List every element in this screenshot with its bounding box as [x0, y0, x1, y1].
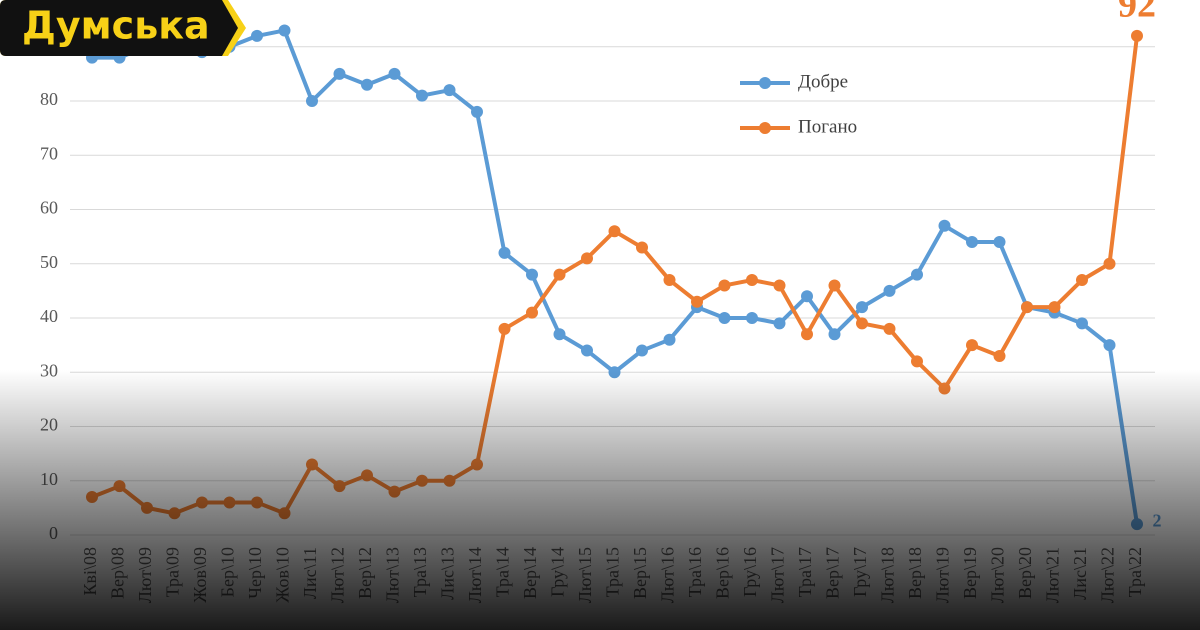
point — [663, 333, 676, 346]
point — [691, 295, 703, 308]
point — [801, 290, 813, 303]
y-tick-label: 80 — [40, 89, 58, 109]
legend-label: Добре — [798, 71, 848, 92]
point — [1048, 301, 1061, 314]
point — [883, 322, 896, 335]
point — [966, 236, 978, 249]
y-tick-label: 60 — [40, 198, 58, 218]
point — [608, 225, 621, 238]
point — [663, 274, 676, 287]
point — [361, 78, 373, 91]
y-tick-label: 70 — [40, 143, 58, 163]
point — [306, 95, 318, 107]
point — [718, 279, 731, 292]
point — [828, 279, 841, 292]
data-label: 92 — [1118, 0, 1156, 26]
point — [498, 246, 511, 259]
point — [911, 268, 923, 281]
point — [1131, 29, 1143, 42]
point — [993, 236, 1006, 249]
point — [278, 24, 291, 37]
point — [1021, 301, 1033, 314]
point — [526, 306, 538, 319]
point — [966, 339, 978, 352]
legend-marker — [759, 77, 771, 89]
point — [553, 328, 566, 341]
logo-box: Думська — [0, 0, 246, 56]
point — [581, 344, 593, 357]
point — [911, 355, 923, 368]
logo: Думська — [22, 4, 210, 48]
point — [993, 349, 1006, 362]
point — [883, 284, 896, 297]
point — [471, 105, 483, 118]
point — [801, 328, 813, 341]
point — [1103, 257, 1116, 270]
point — [1103, 339, 1116, 352]
point — [636, 344, 648, 357]
shade-overlay — [0, 370, 1200, 630]
point — [498, 322, 511, 335]
point — [746, 274, 758, 287]
legend-marker — [759, 122, 771, 134]
point — [828, 328, 841, 341]
point — [526, 268, 538, 281]
point — [773, 317, 786, 330]
legend-label: Погано — [798, 116, 857, 137]
point — [718, 312, 731, 324]
point — [746, 312, 758, 324]
point — [1076, 274, 1088, 287]
point — [443, 84, 456, 97]
point — [636, 241, 648, 254]
point — [333, 67, 346, 80]
point — [773, 279, 786, 292]
point — [388, 67, 401, 80]
point — [553, 268, 566, 281]
point — [938, 219, 951, 232]
point — [416, 89, 428, 102]
point — [581, 252, 593, 265]
y-tick-label: 40 — [40, 306, 58, 326]
point — [856, 301, 868, 314]
y-tick-label: 50 — [40, 252, 58, 272]
point — [1076, 317, 1088, 330]
point — [251, 29, 263, 42]
point — [856, 317, 868, 330]
